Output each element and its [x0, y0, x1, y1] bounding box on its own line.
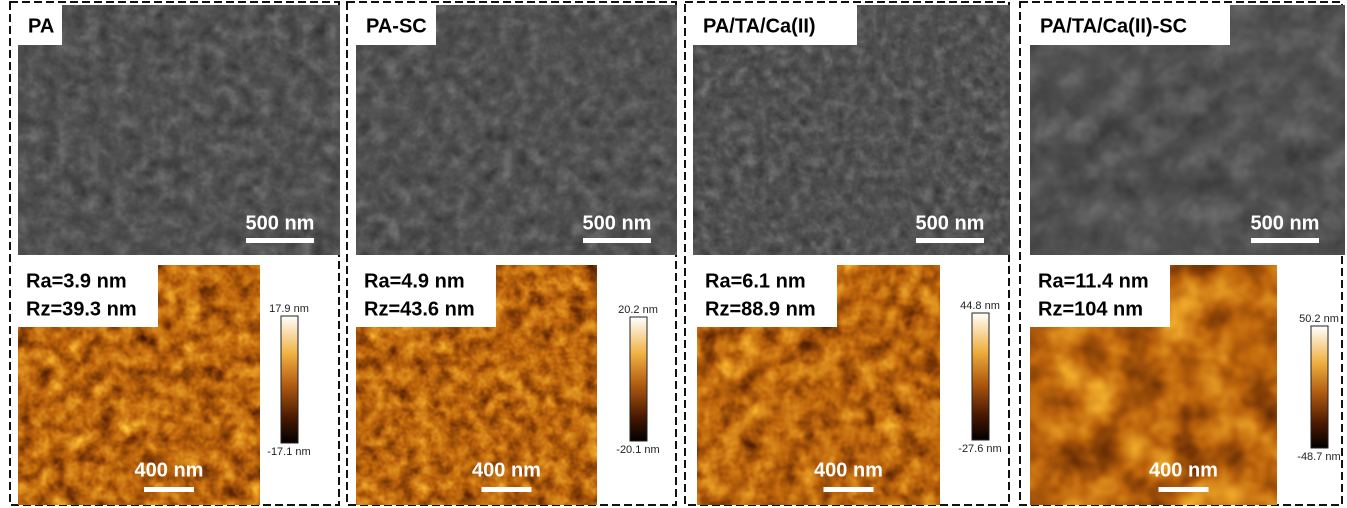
colorbar-min: -27.6 nm: [958, 443, 1001, 455]
colorbar-min: -20.1 nm: [616, 444, 659, 456]
sem-scale-bar: [246, 238, 314, 243]
colorbar-min: -48.7 nm: [1297, 451, 1340, 463]
ra-label: Ra=4.9 nm: [364, 270, 465, 292]
colorbar: [972, 313, 989, 440]
panel-title: PA-SC: [366, 15, 427, 37]
ra-label: Ra=6.1 nm: [705, 270, 806, 292]
afm-scale-bar: [482, 487, 532, 492]
afm-scale-bar: [1159, 487, 1209, 492]
sem-scale-label: 500 nm: [916, 212, 985, 234]
sem-scale-bar: [583, 238, 651, 243]
afm-scale-label: 400 nm: [135, 459, 204, 481]
sem-scale-label: 500 nm: [1251, 212, 1320, 234]
colorbar-max: 44.8 nm: [960, 300, 1000, 312]
afm-scale-bar: [144, 487, 194, 492]
ra-label: Ra=11.4 nm: [1038, 270, 1149, 292]
panel-title: PA/TA/Ca(II): [703, 15, 816, 37]
afm-scale-bar: [824, 487, 874, 492]
colorbar-max: 17.9 nm: [269, 303, 309, 315]
panel-title: PA: [28, 15, 54, 37]
sem-scale-label: 500 nm: [583, 212, 652, 234]
colorbar-max: 50.2 nm: [1299, 313, 1339, 325]
panel-title: PA/TA/Ca(II)-SC: [1040, 15, 1187, 37]
ra-label: Ra=3.9 nm: [26, 270, 127, 292]
colorbar-min: -17.1 nm: [267, 446, 310, 458]
sem-scale-bar: [916, 238, 984, 243]
colorbar: [1311, 326, 1328, 448]
rz-label: Rz=39.3 nm: [26, 298, 137, 320]
colorbar: [281, 316, 298, 443]
colorbar: [630, 317, 647, 441]
colorbar-max: 20.2 nm: [618, 304, 658, 316]
rz-label: Rz=104 nm: [1038, 298, 1143, 320]
afm-scale-label: 400 nm: [472, 459, 541, 481]
afm-scale-label: 400 nm: [1149, 459, 1218, 481]
figure: PA 500 nm Ra=3.9 nm Rz=39.3 nm 400 nm 17.9 nm…: [0, 0, 1347, 508]
sem-scale-label: 500 nm: [246, 212, 315, 234]
sem-scale-bar: [1251, 238, 1319, 243]
afm-scale-label: 400 nm: [814, 459, 883, 481]
rz-label: Rz=43.6 nm: [364, 298, 475, 320]
rz-label: Rz=88.9 nm: [705, 298, 816, 320]
